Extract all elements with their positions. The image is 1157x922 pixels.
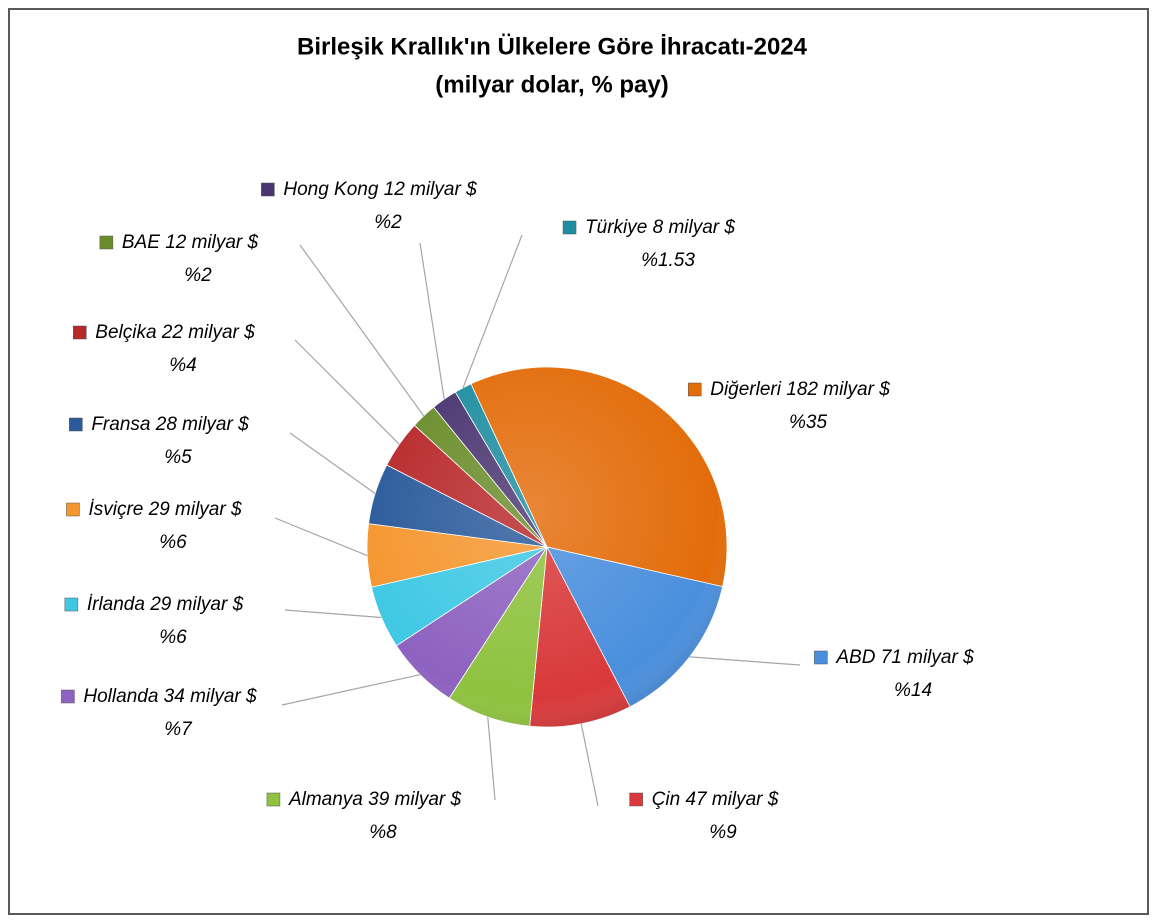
data-label: Belçika 22 milyar $ bbox=[95, 322, 255, 343]
leader-line bbox=[289, 432, 376, 495]
value-label: 39 milyar $ bbox=[368, 789, 461, 810]
value-label: 22 milyar $ bbox=[161, 322, 255, 343]
share-label: %6 bbox=[159, 532, 187, 553]
leader-line bbox=[274, 517, 368, 557]
data-label: ABD 71 milyar $ bbox=[835, 647, 974, 668]
category-name: Fransa bbox=[91, 414, 150, 435]
legend-marker bbox=[61, 689, 75, 704]
share-label: %4 bbox=[169, 355, 196, 376]
value-label: 29 milyar $ bbox=[148, 499, 242, 520]
share-label: %2 bbox=[374, 212, 402, 233]
share-label: %5 bbox=[164, 447, 192, 468]
category-name: Diğerleri bbox=[710, 379, 782, 400]
category-name: Çin bbox=[652, 789, 681, 810]
value-label: 34 milyar $ bbox=[164, 686, 257, 707]
legend-marker bbox=[687, 382, 702, 397]
slices bbox=[366, 366, 728, 728]
data-label: Hollanda 34 milyar $ bbox=[83, 686, 257, 707]
leader-line bbox=[487, 716, 496, 801]
share-label: %9 bbox=[709, 822, 737, 843]
share-label: %35 bbox=[789, 412, 827, 433]
legend-marker bbox=[562, 220, 577, 235]
category-name: Türkiye bbox=[585, 217, 647, 238]
legend-marker bbox=[261, 182, 275, 197]
value-label: 8 milyar $ bbox=[653, 217, 736, 238]
data-label: Fransa 28 milyar $ bbox=[91, 414, 249, 435]
value-label: 12 milyar $ bbox=[165, 232, 258, 253]
share-label: %14 bbox=[894, 680, 932, 701]
category-name: Hollanda bbox=[83, 686, 158, 707]
legend-marker bbox=[99, 235, 114, 250]
legend-marker bbox=[814, 650, 828, 665]
value-label: 71 milyar $ bbox=[881, 647, 974, 668]
category-name: Almanya bbox=[288, 789, 363, 810]
legend-marker bbox=[266, 792, 281, 807]
category-name: İrlanda bbox=[87, 594, 145, 615]
legend-marker bbox=[64, 597, 79, 612]
chart-subtitle: (milyar dolar, % pay) bbox=[435, 71, 668, 98]
leader-line bbox=[580, 723, 599, 807]
data-label: İrlanda 29 milyar $ bbox=[87, 594, 244, 615]
data-label: Türkiye 8 milyar $ bbox=[585, 217, 735, 238]
category-name: Belçika bbox=[95, 322, 156, 343]
value-label: 29 milyar $ bbox=[149, 594, 243, 615]
share-label: %1.53 bbox=[641, 250, 695, 271]
legend-marker bbox=[66, 502, 80, 517]
legend-marker bbox=[69, 417, 83, 432]
data-label: Almanya 39 milyar $ bbox=[288, 789, 462, 810]
share-label: %8 bbox=[369, 822, 397, 843]
leader-line bbox=[284, 609, 382, 619]
value-label: 182 milyar $ bbox=[786, 379, 890, 400]
value-label: 47 milyar $ bbox=[685, 789, 778, 810]
chart-title: Birleşik Krallık'ın Ülkelere Göre İhraca… bbox=[297, 33, 808, 60]
share-label: %7 bbox=[164, 719, 193, 740]
value-label: 28 milyar $ bbox=[155, 414, 249, 435]
data-label: Çin 47 milyar $ bbox=[652, 789, 779, 810]
legend-marker bbox=[73, 325, 87, 340]
category-name: Hong Kong bbox=[283, 179, 379, 200]
category-name: BAE bbox=[122, 232, 160, 253]
value-label: 12 milyar $ bbox=[384, 179, 477, 200]
data-label: Diğerleri 182 milyar $ bbox=[710, 379, 890, 400]
share-label: %6 bbox=[159, 627, 187, 648]
data-label: İsviçre 29 milyar $ bbox=[88, 499, 242, 520]
leader-line bbox=[462, 234, 523, 389]
share-label: %2 bbox=[184, 265, 212, 286]
category-name: İsviçre bbox=[88, 499, 143, 520]
data-label: BAE 12 milyar $ bbox=[122, 232, 259, 253]
category-name: ABD bbox=[835, 647, 875, 668]
legend-marker bbox=[629, 792, 643, 807]
data-label: Hong Kong 12 milyar $ bbox=[283, 179, 477, 200]
